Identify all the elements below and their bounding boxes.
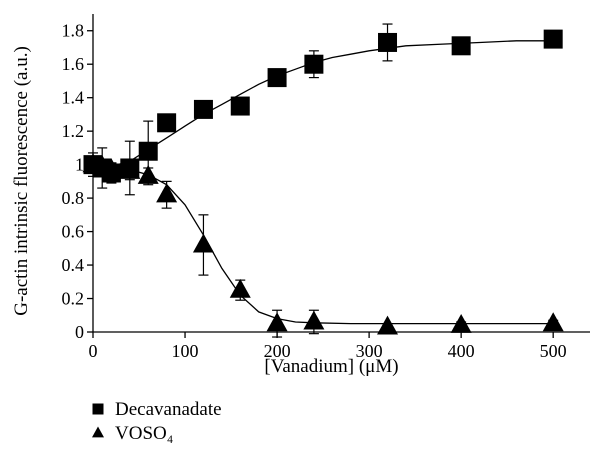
voso4-point bbox=[303, 310, 325, 330]
x-ticks: 0 100 200 300 400 500 bbox=[89, 332, 567, 361]
decavanadate-point bbox=[193, 99, 213, 119]
voso4-point bbox=[266, 312, 288, 332]
legend-triangle-marker bbox=[92, 426, 104, 438]
y-tick-label: 1.4 bbox=[62, 88, 85, 108]
decavanadate-point bbox=[230, 96, 250, 116]
x-tick-label: 300 bbox=[356, 341, 383, 361]
legend-square-marker bbox=[92, 403, 104, 415]
fit-line bbox=[92, 167, 554, 325]
y-ticks: 0 0.2 0.4 0.6 0.8 1 1.2 1.4 1.6 1.8 bbox=[62, 21, 93, 342]
decavanadate-point bbox=[378, 32, 398, 52]
y-tick-label: 0.2 bbox=[62, 289, 85, 309]
x-tick-label: 100 bbox=[172, 341, 199, 361]
y-tick-label: 1 bbox=[75, 155, 84, 175]
decavanadate-point bbox=[304, 54, 324, 74]
y-axis-label: G-actin intrinsic fluorescence (a.u.) bbox=[11, 46, 32, 316]
x-tick-label: 500 bbox=[540, 341, 567, 361]
x-tick-label: 200 bbox=[264, 341, 291, 361]
legend-label: Decavanadate bbox=[115, 399, 222, 420]
data-markers bbox=[82, 29, 564, 335]
voso4-point bbox=[156, 183, 178, 203]
voso4-point bbox=[542, 312, 564, 332]
y-tick-label: 1.2 bbox=[62, 121, 85, 141]
axes: 0 0.2 0.4 0.6 0.8 1 1.2 1.4 1.6 1.8 0 100 200 300 400… bbox=[62, 14, 590, 361]
voso4-point bbox=[450, 313, 472, 333]
y-tick-label: 0.4 bbox=[62, 255, 85, 275]
decavanadate-point bbox=[157, 113, 177, 133]
y-tick-label: 1.6 bbox=[62, 54, 85, 74]
x-axis-label: [Vanadium] (μM) bbox=[264, 356, 398, 377]
decavanadate-point bbox=[267, 68, 287, 88]
decavanadate-point bbox=[451, 36, 471, 56]
voso4-point bbox=[119, 159, 141, 179]
x-tick-label: 0 bbox=[89, 341, 98, 361]
legend-label: VOSO₄ bbox=[115, 423, 173, 444]
decavanadate-point bbox=[543, 29, 563, 49]
voso4-point bbox=[137, 165, 159, 184]
voso4-point bbox=[192, 233, 214, 253]
y-tick-label: 0.6 bbox=[62, 222, 85, 242]
y-tick-label: 1.8 bbox=[62, 21, 85, 41]
voso4-point bbox=[229, 278, 251, 298]
voso4-point bbox=[100, 158, 122, 178]
y-tick-label: 0.8 bbox=[62, 188, 85, 208]
plot-area bbox=[82, 23, 564, 338]
voso4-point bbox=[377, 315, 399, 335]
y-tick-label: 0 bbox=[75, 322, 84, 342]
legend: Decavanadate VOSO₄ bbox=[92, 399, 222, 444]
fit-lines bbox=[92, 40, 554, 325]
decavanadate-point bbox=[138, 141, 158, 161]
x-tick-label: 400 bbox=[448, 341, 475, 361]
